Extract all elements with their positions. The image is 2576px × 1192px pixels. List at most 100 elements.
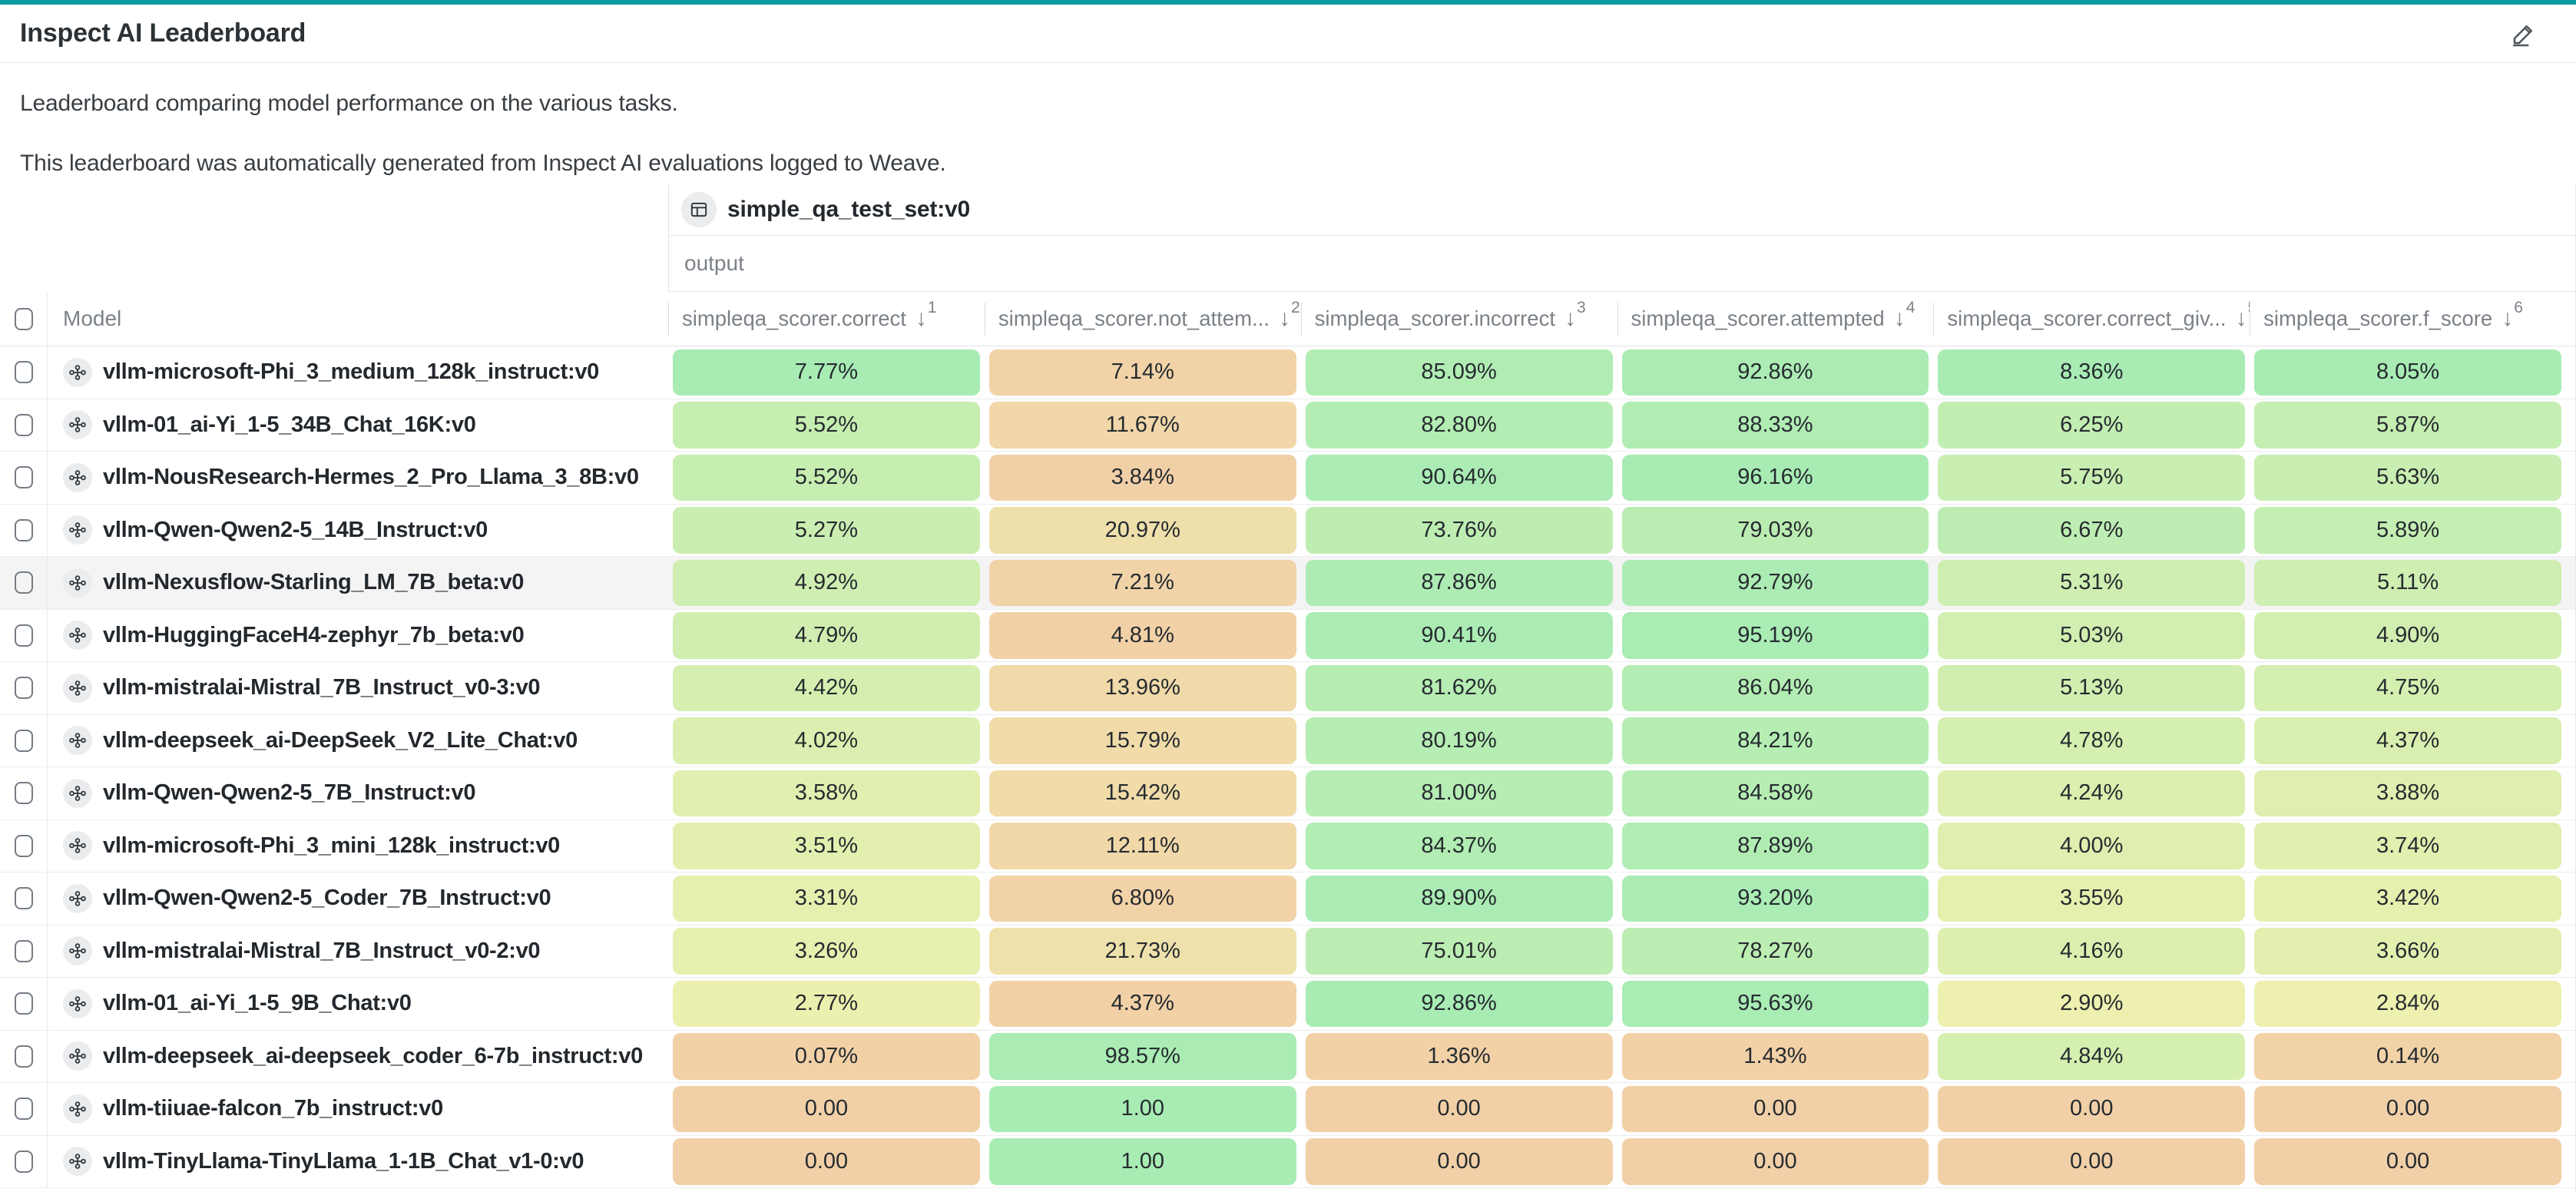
metric-value-chip[interactable]: 3.51% xyxy=(673,823,980,869)
metric-value-chip[interactable]: 88.33% xyxy=(1621,402,1929,449)
model-cell[interactable]: vllm-Qwen-Qwen2-5_14B_Instruct:v0 xyxy=(48,505,668,557)
model-cell[interactable]: vllm-NousResearch-Hermes_2_Pro_Llama_3_8… xyxy=(48,452,668,504)
metric-value-chip[interactable]: 5.87% xyxy=(2254,402,2561,449)
metric-value-chip[interactable]: 98.57% xyxy=(988,1033,1296,1080)
metric-value-chip[interactable]: 5.63% xyxy=(2254,454,2561,501)
metric-value-chip[interactable]: 4.37% xyxy=(988,980,1296,1027)
metric-column-header[interactable]: simpleqa_scorer.incorrect ↓ 3 xyxy=(1300,292,1617,346)
metric-value-chip[interactable]: 90.41% xyxy=(1305,612,1613,659)
metric-value-chip[interactable]: 5.89% xyxy=(2254,507,2561,554)
metric-value-chip[interactable]: 90.64% xyxy=(1305,454,1613,501)
metric-value-chip[interactable]: 79.03% xyxy=(1621,507,1929,554)
metric-value-chip[interactable]: 5.52% xyxy=(673,402,980,449)
sort-indicator[interactable]: ↓ 2 xyxy=(1279,300,1300,330)
row-checkbox[interactable] xyxy=(14,1150,33,1173)
metric-value-chip[interactable]: 4.81% xyxy=(988,612,1296,659)
metric-column-header[interactable]: simpleqa_scorer.correct_giv... ↓ 5 xyxy=(1933,292,2250,346)
metric-value-chip[interactable]: 92.86% xyxy=(1621,349,1929,396)
model-column-header[interactable]: Model xyxy=(48,292,668,346)
metric-value-chip[interactable]: 5.03% xyxy=(1938,612,2246,659)
model-cell[interactable]: vllm-tiiuae-falcon_7b_instruct:v0 xyxy=(48,1083,668,1135)
metric-value-chip[interactable]: 3.55% xyxy=(1938,875,2246,922)
metric-value-chip[interactable]: 3.84% xyxy=(988,454,1296,501)
model-cell[interactable]: vllm-01_ai-Yi_1-5_34B_Chat_16K:v0 xyxy=(48,399,668,452)
model-cell[interactable]: vllm-Nexusflow-Starling_LM_7B_beta:v0 xyxy=(48,557,668,609)
metric-value-chip[interactable]: 81.00% xyxy=(1305,770,1613,816)
metric-value-chip[interactable]: 0.00 xyxy=(1305,1085,1613,1132)
metric-value-chip[interactable]: 5.75% xyxy=(1938,454,2246,501)
row-checkbox[interactable] xyxy=(14,782,33,805)
metric-value-chip[interactable]: 5.52% xyxy=(673,454,980,501)
model-cell[interactable]: vllm-microsoft-Phi_3_mini_128k_instruct:… xyxy=(48,820,668,872)
metric-value-chip[interactable]: 0.00 xyxy=(1621,1085,1929,1132)
metric-value-chip[interactable]: 4.42% xyxy=(673,664,980,711)
metric-value-chip[interactable]: 6.80% xyxy=(988,875,1296,922)
model-cell[interactable]: vllm-HuggingFaceH4-zephyr_7b_beta:v0 xyxy=(48,610,668,662)
row-checkbox[interactable] xyxy=(14,887,33,910)
row-checkbox[interactable] xyxy=(14,834,33,857)
metric-value-chip[interactable]: 4.02% xyxy=(673,717,980,764)
metric-value-chip[interactable]: 4.90% xyxy=(2254,612,2561,659)
metric-value-chip[interactable]: 0.00 xyxy=(673,1138,980,1185)
metric-column-header[interactable]: simpleqa_scorer.attempted ↓ 4 xyxy=(1617,292,1934,346)
metric-value-chip[interactable]: 0.00 xyxy=(673,1085,980,1132)
metric-value-chip[interactable]: 92.79% xyxy=(1621,559,1929,606)
metric-value-chip[interactable]: 5.31% xyxy=(1938,559,2246,606)
metric-value-chip[interactable]: 20.97% xyxy=(988,507,1296,554)
metric-value-chip[interactable]: 0.07% xyxy=(673,1033,980,1080)
row-checkbox[interactable] xyxy=(14,1045,33,1068)
metric-value-chip[interactable]: 7.14% xyxy=(988,349,1296,396)
metric-value-chip[interactable]: 93.20% xyxy=(1621,875,1929,922)
metric-value-chip[interactable]: 87.86% xyxy=(1305,559,1613,606)
metric-value-chip[interactable]: 4.92% xyxy=(673,559,980,606)
metric-value-chip[interactable]: 4.79% xyxy=(673,612,980,659)
row-checkbox[interactable] xyxy=(14,677,33,700)
model-cell[interactable]: vllm-Qwen-Qwen2-5_7B_Instruct:v0 xyxy=(48,767,668,820)
metric-value-chip[interactable]: 84.58% xyxy=(1621,770,1929,816)
metric-value-chip[interactable]: 85.09% xyxy=(1305,349,1613,396)
metric-value-chip[interactable]: 4.37% xyxy=(2254,717,2561,764)
sort-indicator[interactable]: ↓ 4 xyxy=(1894,300,1915,330)
row-checkbox[interactable] xyxy=(14,1098,33,1121)
metric-value-chip[interactable]: 15.42% xyxy=(988,770,1296,816)
model-cell[interactable]: vllm-deepseek_ai-deepseek_coder_6-7b_ins… xyxy=(48,1031,668,1083)
metric-value-chip[interactable]: 75.01% xyxy=(1305,928,1613,975)
metric-value-chip[interactable]: 4.84% xyxy=(1938,1033,2246,1080)
metric-value-chip[interactable]: 21.73% xyxy=(988,928,1296,975)
model-cell[interactable]: vllm-mistralai-Mistral_7B_Instruct_v0-2:… xyxy=(48,925,668,978)
metric-value-chip[interactable]: 8.05% xyxy=(2254,349,2561,396)
model-cell[interactable]: vllm-microsoft-Phi_3_medium_128k_instruc… xyxy=(48,346,668,399)
metric-value-chip[interactable]: 87.89% xyxy=(1621,823,1929,869)
metric-value-chip[interactable]: 86.04% xyxy=(1621,664,1929,711)
metric-value-chip[interactable]: 0.00 xyxy=(1938,1138,2246,1185)
metric-value-chip[interactable]: 0.14% xyxy=(2254,1033,2561,1080)
metric-value-chip[interactable]: 0.00 xyxy=(1938,1085,2246,1132)
metric-value-chip[interactable]: 5.27% xyxy=(673,507,980,554)
metric-value-chip[interactable]: 3.66% xyxy=(2254,928,2561,975)
metric-value-chip[interactable]: 1.00 xyxy=(988,1085,1296,1132)
metric-value-chip[interactable]: 4.24% xyxy=(1938,770,2246,816)
metric-column-header[interactable]: simpleqa_scorer.not_attem... ↓ 2 xyxy=(984,292,1301,346)
metric-value-chip[interactable]: 3.31% xyxy=(673,875,980,922)
select-all-checkbox[interactable] xyxy=(14,307,33,330)
metric-value-chip[interactable]: 1.36% xyxy=(1305,1033,1613,1080)
metric-value-chip[interactable]: 95.19% xyxy=(1621,612,1929,659)
row-checkbox[interactable] xyxy=(14,413,33,436)
model-cell[interactable]: vllm-mistralai-Mistral_7B_Instruct_v0-3:… xyxy=(48,662,668,714)
metric-value-chip[interactable]: 6.67% xyxy=(1938,507,2246,554)
metric-value-chip[interactable]: 5.11% xyxy=(2254,559,2561,606)
metric-value-chip[interactable]: 12.11% xyxy=(988,823,1296,869)
sort-indicator[interactable]: ↓ 6 xyxy=(2502,300,2523,330)
metric-value-chip[interactable]: 2.90% xyxy=(1938,980,2246,1027)
row-checkbox[interactable] xyxy=(14,361,33,384)
metric-value-chip[interactable]: 80.19% xyxy=(1305,717,1613,764)
metric-column-header[interactable]: simpleqa_scorer.f_score ↓ 6 xyxy=(2250,292,2566,346)
metric-value-chip[interactable]: 89.90% xyxy=(1305,875,1613,922)
row-checkbox[interactable] xyxy=(14,518,33,541)
metric-value-chip[interactable]: 11.67% xyxy=(988,402,1296,449)
metric-value-chip[interactable]: 5.13% xyxy=(1938,664,2246,711)
model-cell[interactable]: vllm-deepseek_ai-DeepSeek_V2_Lite_Chat:v… xyxy=(48,715,668,767)
metric-value-chip[interactable]: 2.77% xyxy=(673,980,980,1027)
model-cell[interactable]: vllm-01_ai-Yi_1-5_9B_Chat:v0 xyxy=(48,978,668,1030)
metric-value-chip[interactable]: 81.62% xyxy=(1305,664,1613,711)
